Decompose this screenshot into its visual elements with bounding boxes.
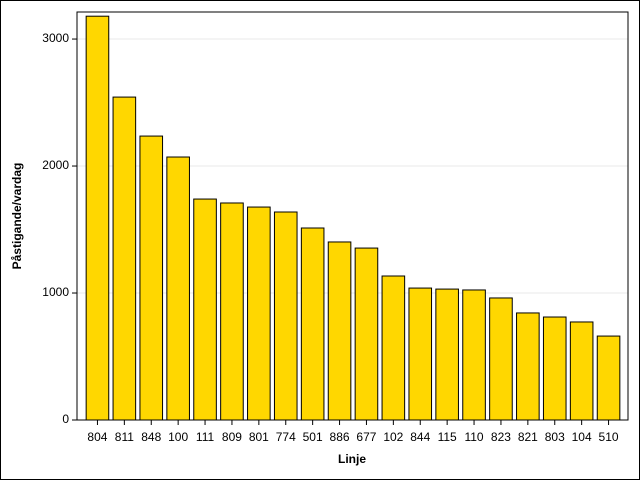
bar <box>596 335 621 421</box>
x-tick-label: 801 <box>249 430 269 444</box>
y-axis-label: Påstigande/vardag <box>10 163 24 270</box>
x-tick-label: 501 <box>303 430 323 444</box>
x-tick-label: 844 <box>410 430 430 444</box>
x-tick-label: 510 <box>599 430 619 444</box>
bar <box>166 156 190 421</box>
bar <box>112 96 137 421</box>
x-tick-label: 886 <box>330 430 350 444</box>
bar <box>247 206 271 421</box>
x-tick-label: 804 <box>87 430 107 444</box>
bar <box>381 275 406 421</box>
x-tick-label: 104 <box>572 430 592 444</box>
x-tick-label: 102 <box>383 430 403 444</box>
x-tick-label: 811 <box>115 430 134 444</box>
y-tick-label: 2000 <box>42 158 69 172</box>
plot-border <box>76 11 629 421</box>
bar <box>435 288 459 421</box>
bar <box>408 287 433 421</box>
bar <box>85 15 110 421</box>
x-tick-label: 823 <box>491 430 511 444</box>
bar <box>273 211 298 421</box>
bar <box>139 135 164 421</box>
y-tick-label: 3000 <box>42 31 69 45</box>
bar <box>327 241 352 421</box>
x-tick-label: 111 <box>196 430 215 444</box>
x-tick-label: 115 <box>438 430 457 444</box>
x-tick-label: 110 <box>464 430 483 444</box>
x-axis-label: Linje <box>338 452 366 466</box>
x-tick-label: 677 <box>356 430 376 444</box>
x-tick-label: 848 <box>141 430 161 444</box>
y-tick-label: 1000 <box>42 285 69 299</box>
bar <box>220 202 244 421</box>
bar <box>193 198 217 421</box>
bar <box>300 227 325 421</box>
x-tick-label: 100 <box>168 430 188 444</box>
x-tick-label: 821 <box>518 430 538 444</box>
bar <box>462 289 486 421</box>
x-tick-label: 809 <box>222 430 242 444</box>
bar <box>542 316 567 421</box>
bar <box>354 247 379 421</box>
bar <box>516 312 540 421</box>
x-tick-label: 803 <box>545 430 565 444</box>
x-tick-label: 774 <box>276 430 296 444</box>
bar <box>569 321 594 421</box>
bar <box>489 297 513 421</box>
y-tick-label: 0 <box>62 412 69 426</box>
